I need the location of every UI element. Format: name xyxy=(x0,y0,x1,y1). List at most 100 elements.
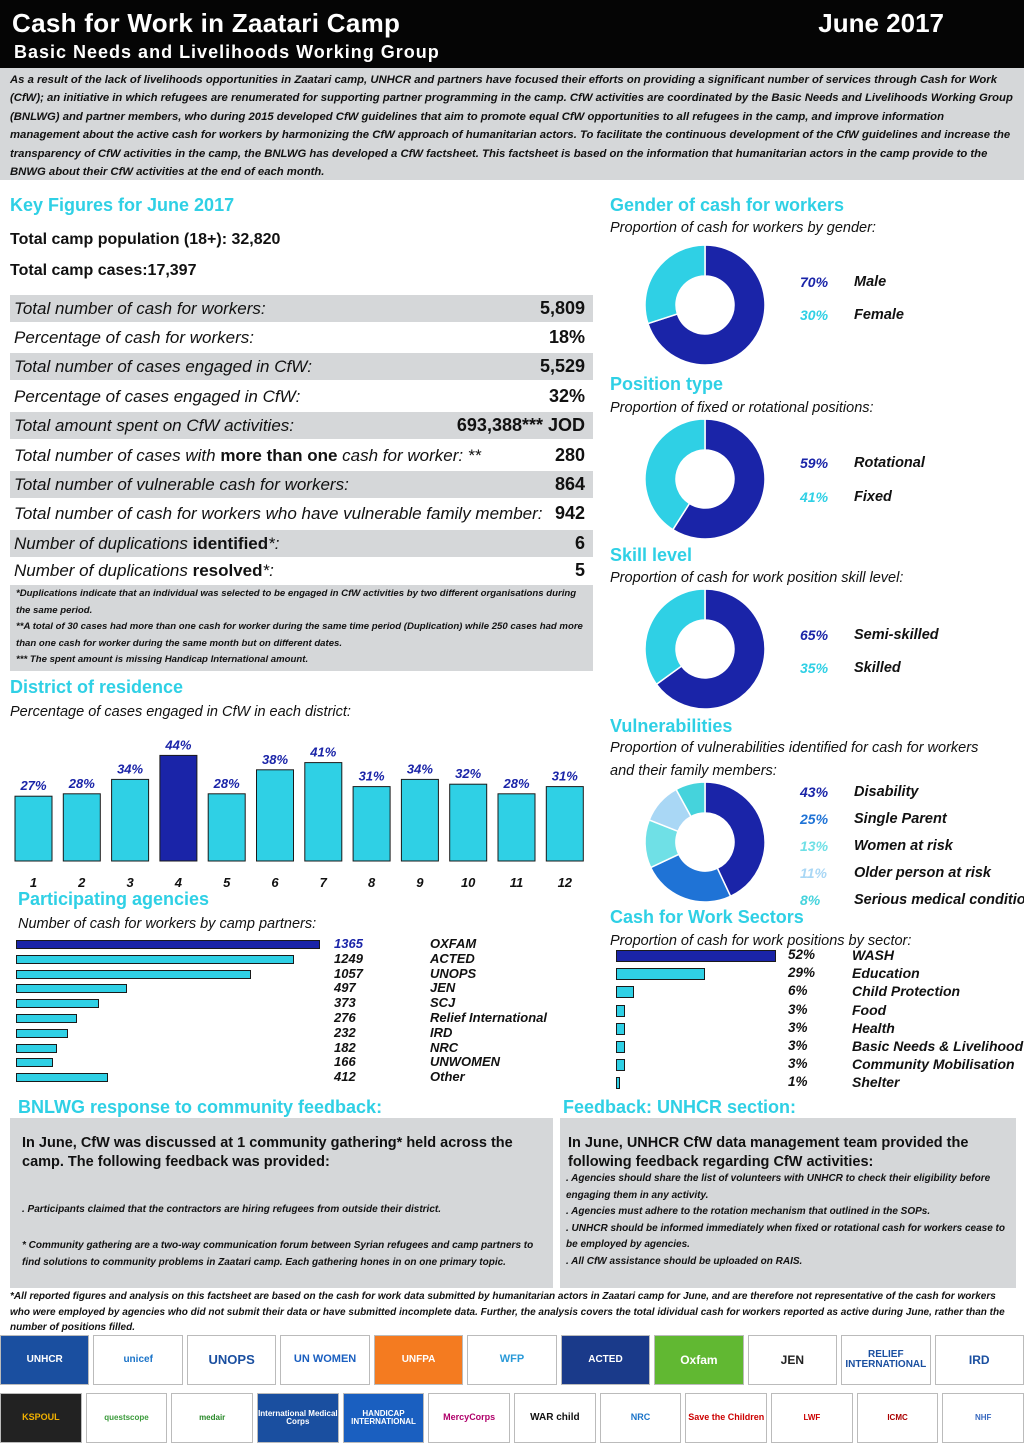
partner-logo: UNFPA xyxy=(373,1335,464,1385)
agencies-title: Participating agencies xyxy=(18,889,210,909)
bnlwg-feedback-note: * Community gathering are a two-way comm… xyxy=(22,1240,534,1268)
legend-label: Serious medical condition xyxy=(854,892,1024,908)
agency-bar xyxy=(16,1073,108,1083)
district-bar xyxy=(14,795,53,862)
key-figure-label: Total number of cash for workers: xyxy=(14,299,266,319)
sector-name: Child Protection xyxy=(852,983,961,1000)
key-figure-label: Number of duplications resolved*: xyxy=(14,561,274,581)
key-figure-label-text: Total amount spent on CfW activities: xyxy=(14,415,295,435)
partner-logo: NHF xyxy=(942,1393,1024,1443)
sector-bar xyxy=(616,968,706,981)
key-figure-label: Percentage of cash for workers: xyxy=(14,328,254,348)
legend-percent: 35% xyxy=(800,660,829,676)
district-bar-label: 34% xyxy=(117,761,143,776)
sector-value: 3% xyxy=(788,1019,808,1035)
key-figure-label-suffix: *: xyxy=(262,560,274,580)
partner-logo: IRD xyxy=(934,1335,1024,1385)
district-tick-label: 5 xyxy=(223,875,231,890)
agency-bar xyxy=(16,940,320,949)
key-figure-label-suffix: *: xyxy=(268,533,280,553)
partner-logo: KSPOUL xyxy=(0,1393,82,1443)
district-bar xyxy=(62,793,101,862)
partner-logo: RELIEF INTERNATIONAL xyxy=(841,1335,931,1385)
legend-label: Skilled xyxy=(854,660,901,676)
vulnerabilities-donut xyxy=(643,780,767,909)
sector-bar xyxy=(616,1041,626,1053)
key-figure-value: 693,388*** JOD xyxy=(456,415,585,435)
partner-logo: NRC xyxy=(599,1393,682,1443)
agency-name: IRD xyxy=(430,1024,453,1040)
partner-logo: WFP xyxy=(467,1335,557,1385)
partner-logo: LWF xyxy=(771,1393,853,1443)
key-figure-label-emphasis: resolved xyxy=(192,560,263,580)
position-subtitle: Proportion of fixed or rotational positi… xyxy=(610,400,874,416)
agency-bar xyxy=(16,1043,57,1053)
district-tick-label: 1 xyxy=(30,875,37,890)
vulnerabilities-subtitle-1: Proportion of vulnerabilities identified… xyxy=(610,740,979,756)
key-figure-row: Total number of cases engaged in CfW: 5,5… xyxy=(10,353,593,380)
gender-donut xyxy=(643,243,767,372)
district-bar-label: 44% xyxy=(164,737,191,752)
key-figure-row: Total number of vulnerable cash for work… xyxy=(10,471,593,498)
partner-logo: MercyCorps xyxy=(428,1393,511,1443)
skill-donut xyxy=(643,587,767,716)
legend-label: Women at risk xyxy=(854,838,953,854)
legend-label: Disability xyxy=(854,784,919,800)
legend-label: Rotational xyxy=(854,455,925,471)
agency-value: 182 xyxy=(334,1039,356,1055)
donut-slice xyxy=(646,244,766,366)
key-figure-label-text: Total number of cases with xyxy=(14,445,221,465)
district-bar-label: 41% xyxy=(309,745,336,760)
key-figure-row: Percentage of cases engaged in CfW: 32% xyxy=(10,383,593,410)
donut-slice xyxy=(655,588,766,710)
district-tick-label: 2 xyxy=(77,875,86,890)
key-figure-label: Total number of cases with more than one… xyxy=(14,446,481,466)
unhcr-point-4: . All CfW assistance should be uploaded … xyxy=(566,1255,803,1267)
donut-slice xyxy=(704,781,766,898)
sector-value: 29% xyxy=(788,965,816,981)
key-figure-label-emphasis: identified xyxy=(192,533,269,553)
key-figure-label: Total number of cases engaged in CfW: xyxy=(14,357,312,377)
sector-bar xyxy=(616,1004,626,1017)
unhcr-feedback-points: . Agencies should share the list of volu… xyxy=(566,1171,1012,1270)
key-figure-value: 864 xyxy=(554,474,585,494)
vulnerabilities-subtitle-2: and their family members: xyxy=(610,763,777,779)
sectors-subtitle: Proportion of cash for work positions by… xyxy=(610,933,912,949)
partner-logos-row-2: KSPOUL questscope medair International Medi… xyxy=(0,1393,1024,1445)
district-bar-label: 27% xyxy=(19,778,46,793)
key-figure-label-text: Total number of cases engaged in CfW: xyxy=(14,356,312,376)
key-figure-value: 32% xyxy=(548,386,585,406)
partner-logo: HANDICAP INTERNATIONAL xyxy=(342,1393,425,1443)
key-figure-row: Number of duplications resolved*: 5 xyxy=(10,557,593,584)
district-bar xyxy=(256,769,294,862)
district-bar xyxy=(111,778,150,862)
agency-value: 412 xyxy=(334,1069,356,1085)
partner-logo: unicef xyxy=(93,1335,183,1385)
district-tick-label: 6 xyxy=(271,875,279,890)
sector-bar xyxy=(616,950,776,962)
legend-percent: 8% xyxy=(800,892,821,908)
sector-value: 3% xyxy=(788,1056,808,1072)
partner-logo: Save the Children xyxy=(685,1393,768,1443)
legend-percent: 41% xyxy=(800,489,829,505)
agency-value: 276 xyxy=(334,1010,356,1025)
district-bar xyxy=(207,793,246,862)
key-figure-row: Percentage of cash for workers: 18% xyxy=(10,324,593,351)
agency-value: 1249 xyxy=(334,950,363,966)
bnlwg-feedback-point: . Participants claimed that the contract… xyxy=(22,1204,441,1215)
agency-name: OXFAM xyxy=(430,936,477,951)
intro-paragraph: As a result of the lack of livelihoods o… xyxy=(0,68,1024,180)
donut-slice xyxy=(671,418,766,540)
agency-value: 373 xyxy=(334,995,356,1011)
key-figure-label-text: Total number of cash for workers: xyxy=(14,298,266,318)
key-figure-value: 280 xyxy=(554,445,585,465)
agency-value: 1057 xyxy=(334,965,363,981)
district-bar-label: 31% xyxy=(359,769,385,784)
position-title: Position type xyxy=(610,374,724,394)
legend-percent: 65% xyxy=(800,627,829,643)
agency-value: 232 xyxy=(334,1024,356,1040)
legend-label: Male xyxy=(854,274,887,290)
footer-disclaimer: *All reported figures and analysis on th… xyxy=(10,1291,1005,1333)
note-spent-amount: *** The spent amount is missing Handicap… xyxy=(16,654,309,665)
key-figure-label-suffix: cash for worker: ** xyxy=(337,445,482,465)
